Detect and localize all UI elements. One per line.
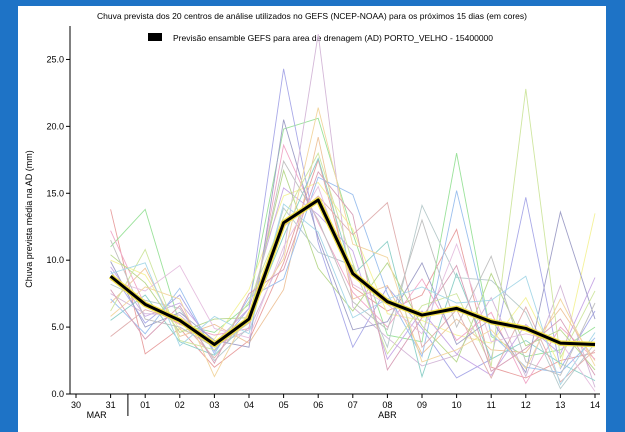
ensemble-member-line (110, 185, 596, 392)
ensemble-member-line (110, 119, 596, 374)
ensemble-member-line (110, 158, 596, 379)
y-tick-label: 15.0 (46, 188, 64, 198)
month-label: ABR (378, 410, 397, 420)
ensemble-mean-series (108, 197, 596, 348)
x-tick-label: 14 (590, 400, 600, 410)
chart-title: Chuva prevista dos 20 centros de análise… (97, 11, 527, 21)
axis-ticks: 0.0 5.0 10.0 15.0 20.0 25.0 30 31 01 02 03 04 05 06 07… (46, 54, 600, 420)
y-tick-label: 0.0 (51, 389, 64, 399)
ensemble-member-line (110, 203, 596, 386)
legend-label: Previsão ensamble GEFS para area de dren… (173, 33, 493, 43)
ensemble-member-line (110, 170, 596, 376)
y-tick-label: 10.0 (46, 255, 64, 265)
x-tick-label: 12 (521, 400, 531, 410)
y-tick-label: 20.0 (46, 121, 64, 131)
ensemble-member-line (110, 187, 596, 376)
x-tick-label: 08 (382, 400, 392, 410)
x-tick-label: 07 (348, 400, 358, 410)
y-tick-label: 25.0 (46, 54, 64, 64)
axes (69, 26, 600, 395)
chart-panel: Chuva prevista dos 20 centros de análise… (18, 6, 606, 432)
x-tick-label: 13 (555, 400, 565, 410)
ensemble-mean-line (109, 198, 596, 346)
x-tick-label: 30 (71, 400, 81, 410)
x-tick-label: 10 (452, 400, 462, 410)
y-tick-label: 5.0 (51, 322, 64, 332)
chart-svg: Chuva prevista dos 20 centros de análise… (24, 11, 600, 420)
ensemble-member-line (110, 68, 596, 379)
ensemble-members (110, 33, 596, 392)
ensemble-member-line (110, 107, 596, 378)
x-tick-label: 06 (313, 400, 323, 410)
x-tick-label: 02 (175, 400, 185, 410)
ensemble-member-line (110, 88, 596, 368)
month-label: MAR (87, 410, 108, 420)
x-tick-label: 01 (140, 400, 150, 410)
y-axis-label: Chuva prevista média na AD (mm) (24, 150, 34, 288)
x-tick-label: 04 (244, 400, 254, 410)
x-tick-label: 09 (417, 400, 427, 410)
legend-swatch (148, 33, 162, 41)
ensemble-member-line (110, 195, 596, 383)
x-tick-label: 05 (279, 400, 289, 410)
x-tick-label: 11 (487, 400, 496, 410)
x-tick-label: 03 (209, 400, 219, 410)
x-tick-label: 31 (106, 400, 116, 410)
